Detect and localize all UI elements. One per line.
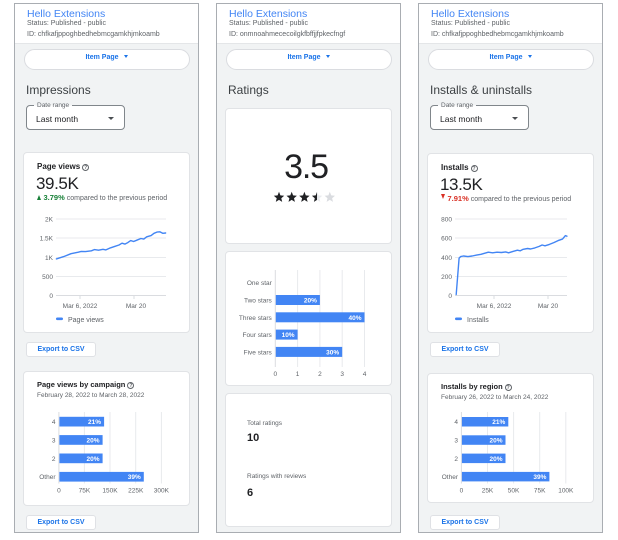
svg-text:75K: 75K [79, 488, 91, 495]
svg-text:Mar 20: Mar 20 [538, 303, 559, 310]
svg-text:0: 0 [460, 487, 464, 494]
svg-text:0: 0 [273, 371, 277, 378]
svg-text:2: 2 [318, 371, 322, 378]
svg-text:2: 2 [454, 455, 458, 462]
svg-text:4: 4 [454, 419, 458, 426]
svg-text:4: 4 [363, 371, 367, 378]
svg-text:0: 0 [49, 293, 53, 300]
svg-text:400: 400 [441, 255, 452, 262]
svg-text:One star: One star [247, 280, 273, 287]
svg-text:3: 3 [52, 437, 56, 444]
svg-text:500: 500 [42, 274, 53, 281]
svg-text:40%: 40% [348, 315, 361, 322]
svg-text:Mar 20: Mar 20 [126, 303, 147, 310]
svg-text:600: 600 [441, 236, 452, 243]
svg-text:300K: 300K [154, 488, 170, 495]
svg-text:1: 1 [296, 371, 300, 378]
svg-text:225K: 225K [128, 488, 144, 495]
svg-text:39%: 39% [533, 474, 546, 481]
svg-text:39%: 39% [128, 474, 141, 481]
svg-text:Page views: Page views [68, 317, 104, 324]
svg-text:50K: 50K [508, 487, 520, 494]
svg-text:0: 0 [57, 488, 61, 495]
svg-text:800: 800 [441, 217, 452, 224]
svg-text:30%: 30% [326, 349, 339, 356]
svg-text:Installs: Installs [467, 317, 489, 324]
svg-text:20%: 20% [304, 298, 317, 305]
svg-text:25K: 25K [482, 487, 494, 494]
svg-text:Four stars: Four stars [243, 332, 273, 339]
svg-text:0: 0 [448, 293, 452, 300]
svg-text:1.5K: 1.5K [40, 236, 54, 243]
svg-text:150K: 150K [102, 488, 118, 495]
svg-text:Other: Other [39, 474, 56, 481]
svg-text:3: 3 [454, 437, 458, 444]
svg-text:Five stars: Five stars [244, 349, 273, 356]
svg-text:10%: 10% [282, 332, 295, 339]
svg-text:20%: 20% [489, 455, 502, 462]
svg-text:20%: 20% [86, 437, 99, 444]
svg-text:Two stars: Two stars [244, 298, 273, 305]
svg-text:1K: 1K [45, 255, 54, 262]
svg-text:Other: Other [442, 474, 459, 481]
svg-text:Mar 6, 2022: Mar 6, 2022 [477, 303, 512, 310]
svg-text:2K: 2K [45, 217, 54, 224]
svg-text:4: 4 [52, 419, 56, 426]
svg-text:20%: 20% [489, 437, 502, 444]
svg-text:21%: 21% [492, 419, 505, 426]
svg-text:100K: 100K [558, 487, 574, 494]
svg-text:3: 3 [340, 371, 344, 378]
svg-text:21%: 21% [88, 419, 101, 426]
svg-text:Mar 6, 2022: Mar 6, 2022 [63, 303, 98, 310]
svg-text:2: 2 [52, 456, 56, 463]
svg-text:200: 200 [441, 274, 452, 281]
svg-text:75K: 75K [534, 487, 546, 494]
svg-text:Three stars: Three stars [239, 315, 273, 322]
svg-text:20%: 20% [86, 456, 99, 463]
